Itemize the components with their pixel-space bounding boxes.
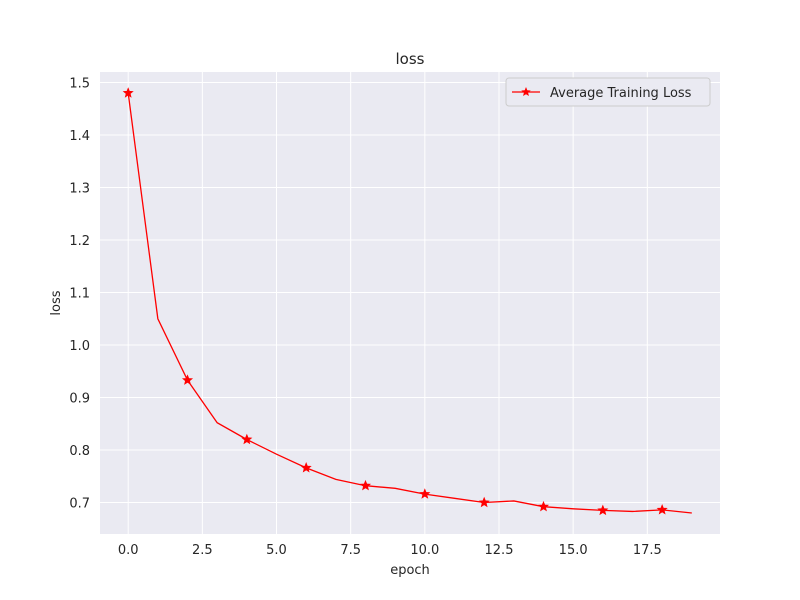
y-tick-label: 1.5 [69, 77, 90, 92]
data-point [419, 488, 431, 499]
x-axis-ticks: 0.0 2.5 5.0 7.5 10.0 12.5 15.0 17.5 [118, 543, 662, 558]
data-point [241, 433, 253, 445]
x-tick-label: 15.0 [559, 543, 588, 558]
y-tick-label: 1.3 [69, 182, 90, 197]
grid-lines [100, 72, 720, 534]
y-tick-label: 1.0 [69, 339, 90, 354]
data-point [359, 479, 372, 491]
data-point [597, 504, 609, 516]
y-axis-ticks: 0.7 0.8 0.9 1.0 1.1 1.2 1.3 1.4 1.5 [69, 77, 90, 512]
x-tick-label: 0.0 [118, 543, 139, 558]
data-point [300, 462, 312, 473]
x-tick-label: 12.5 [485, 543, 514, 558]
data-point [656, 504, 668, 515]
plot-area [100, 72, 720, 534]
series-line [127, 92, 692, 514]
x-tick-label: 5.0 [266, 543, 287, 558]
y-tick-label: 0.9 [69, 392, 90, 407]
y-tick-label: 1.1 [69, 287, 90, 302]
chart-title: loss [396, 50, 425, 68]
x-tick-label: 17.5 [633, 543, 662, 558]
y-tick-label: 0.7 [69, 497, 90, 512]
x-tick-label: 10.0 [410, 543, 439, 558]
y-tick-label: 1.4 [69, 129, 90, 144]
legend-star-marker [521, 87, 531, 97]
x-axis-label: epoch [390, 563, 430, 578]
x-tick-label: 7.5 [340, 543, 361, 558]
data-point [122, 87, 134, 98]
data-point [537, 500, 550, 512]
y-axis-label: loss [49, 290, 64, 315]
x-tick-label: 2.5 [192, 543, 213, 558]
legend-box [505, 77, 711, 107]
y-tick-label: 1.2 [69, 234, 90, 249]
data-point [478, 496, 490, 508]
y-tick-label: 0.8 [69, 444, 90, 459]
data-point [181, 374, 194, 385]
legend: Average Training Loss [505, 77, 711, 107]
legend-entry-label: Average Training Loss [550, 86, 692, 101]
series-layer [122, 87, 692, 516]
